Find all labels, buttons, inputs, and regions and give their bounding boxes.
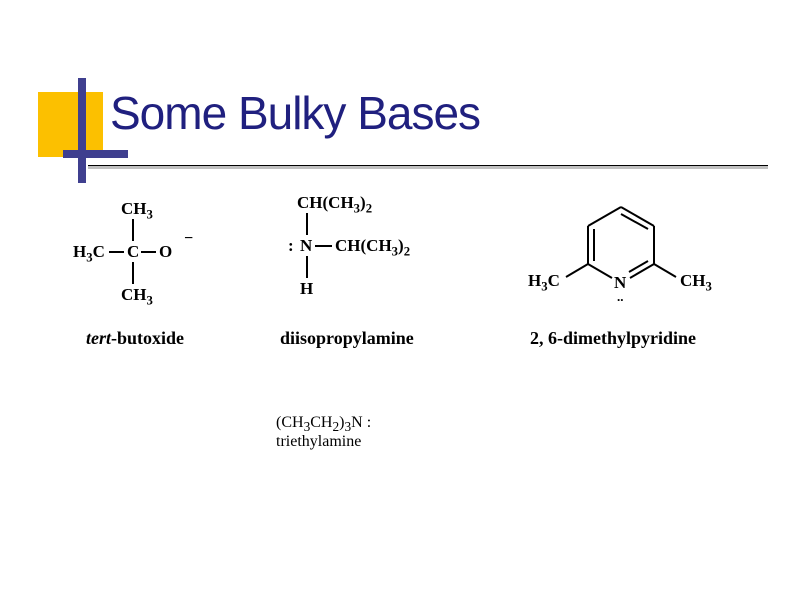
pyridine-right-ch3: CH3	[680, 272, 712, 293]
pyridine-caption: 2, 6-dimethylpyridine	[530, 328, 696, 349]
triethylamine-name: triethylamine	[276, 433, 361, 451]
pyridine-left-ch3: H3C	[528, 272, 560, 293]
pyridine-lonepair: ..	[617, 290, 624, 303]
pyridine-ring	[0, 0, 792, 612]
triethylamine-formula: (CH3CH2)3N :	[276, 414, 371, 435]
